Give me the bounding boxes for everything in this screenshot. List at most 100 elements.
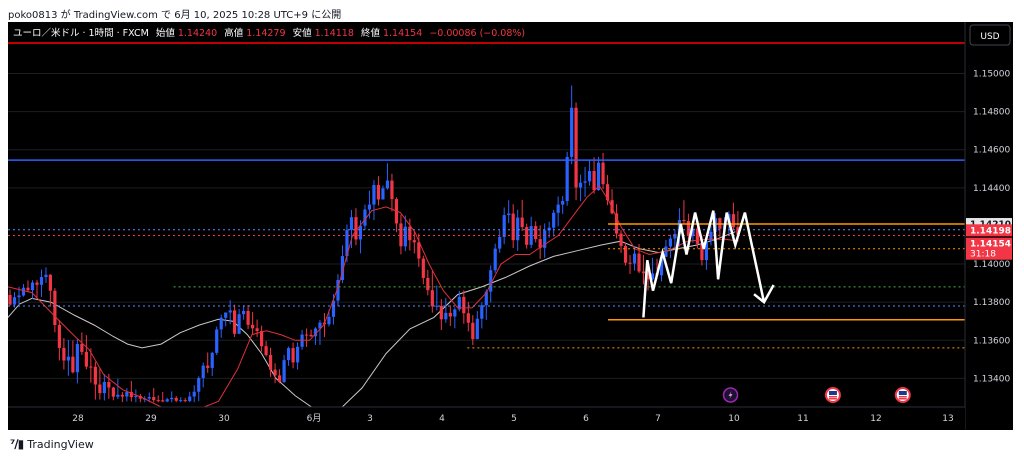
candle-body (264, 346, 268, 355)
ohlc-legend: ユーロ／米ドル · 1時間 · FXCM 始値 1.14240 高値 1.142… (13, 27, 525, 39)
candle-body (62, 347, 66, 361)
candle (183, 397, 187, 403)
candle (349, 209, 354, 249)
candle-body (534, 226, 538, 240)
candle-body (466, 313, 470, 323)
forecast-arrowhead (753, 284, 775, 305)
candle-body (444, 312, 448, 320)
y-tick-label: 1.14600 (973, 146, 1010, 156)
candle-body (399, 223, 403, 247)
candle (228, 300, 232, 325)
tradingview-logo-icon: ⁷∕▮ (10, 437, 24, 451)
candle-body (259, 330, 264, 347)
candle (520, 200, 524, 232)
event-flag-icon[interactable] (894, 387, 911, 403)
candle (313, 327, 318, 345)
candle (250, 312, 255, 335)
legend-close-value: 1.14154 (383, 28, 422, 39)
event-flag-icon[interactable] (824, 387, 841, 403)
x-tick-label: 5 (511, 414, 517, 424)
candle-body (255, 328, 259, 331)
candle (399, 214, 403, 255)
candle-body (596, 162, 601, 191)
event-bolt-icon[interactable] (722, 387, 739, 403)
candle (340, 245, 345, 284)
candle-body (552, 212, 556, 228)
candle (471, 315, 475, 346)
candle-body (462, 296, 466, 314)
candle (102, 374, 106, 401)
y-tick-label: 1.15000 (973, 69, 1010, 79)
candle (165, 397, 169, 403)
price-label-text: 1.14198 (970, 226, 1011, 236)
candle (48, 274, 52, 307)
candle (291, 342, 295, 369)
candle-body (556, 204, 560, 213)
candle (246, 305, 250, 330)
candle-body (291, 348, 295, 363)
candle (385, 163, 390, 190)
candle-body (673, 233, 677, 239)
candle-body (93, 366, 97, 385)
time-scale[interactable]: 28 29 30 6月 3 4 5 6 7 10 11 12 13 (8, 406, 965, 430)
candle-body (430, 290, 434, 307)
candle-body (700, 243, 704, 261)
candle-body (695, 228, 700, 244)
candle-body (197, 378, 201, 392)
candle-body (453, 309, 457, 317)
candle-body (480, 305, 484, 319)
forecast-zigzag[interactable] (642, 210, 766, 318)
candle (516, 209, 520, 251)
y-tick-label: 1.14400 (973, 184, 1010, 194)
candle-body (120, 394, 124, 397)
candle-body (165, 399, 169, 402)
chart-frame[interactable]: 1.15000 1.14800 1.14600 1.14400 1.14000 1.138… (7, 22, 1013, 430)
candle-body (650, 273, 655, 280)
price-label-countdown: 31:18 (970, 250, 996, 260)
candle-body (691, 228, 695, 236)
candle (35, 280, 39, 299)
currency-button[interactable]: USD (969, 24, 1011, 46)
candle (210, 351, 214, 376)
svg-text:ユーロ／米ドル · 1時間 · FXCM 始: ユーロ／米ドル · 1時間 · FXCM 始値 1.14240 高値 1.142… (13, 27, 525, 39)
candle-body (152, 397, 156, 401)
candle (390, 173, 394, 212)
candle-body (192, 391, 196, 397)
candle (587, 159, 592, 186)
x-tick-label: 29 (145, 414, 157, 424)
candlestick-chart[interactable]: 1.15000 1.14800 1.14600 1.14400 1.14000 1.138… (7, 22, 1013, 430)
chart-background (8, 22, 1013, 430)
candle-body (8, 294, 12, 305)
candle (156, 395, 160, 403)
price-label: 1.14198 (966, 224, 1012, 237)
candle-body (574, 107, 578, 188)
candle (412, 231, 416, 254)
candle (26, 280, 30, 293)
candle (215, 326, 219, 355)
candle-body (129, 391, 133, 398)
candle-body (543, 230, 547, 248)
candle-body (84, 351, 88, 367)
candle-body (170, 397, 174, 400)
candle-body (44, 274, 48, 278)
series-line-fast (7, 185, 739, 410)
candle-body (403, 226, 407, 247)
legend-high-label: 高値 (224, 27, 244, 39)
candle-body (385, 180, 390, 189)
price-label-text: 1.14154 (970, 240, 1011, 250)
candle-body (628, 262, 632, 264)
candle (462, 290, 466, 324)
candle-body (66, 356, 70, 361)
candle-body (53, 290, 57, 326)
candle-body (183, 400, 187, 402)
price-scale[interactable]: 1.15000 1.14800 1.14600 1.14400 1.14000 1.138… (966, 69, 1012, 384)
candle (242, 305, 246, 320)
candle-body (372, 184, 376, 205)
x-tick-label: 28 (72, 414, 84, 424)
candle-body (206, 365, 210, 368)
candle-body (102, 382, 106, 394)
candle-body (156, 400, 160, 402)
candle-body (313, 328, 318, 337)
candle (89, 348, 93, 383)
candle-body (80, 343, 84, 352)
